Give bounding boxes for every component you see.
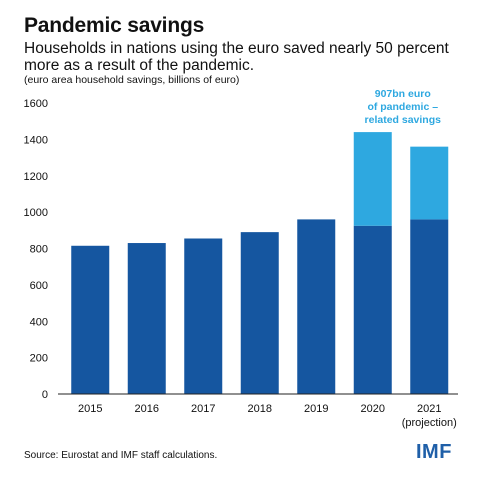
annotation-text: 907bn euro [375, 88, 431, 100]
y-tick-label: 800 [30, 244, 48, 256]
y-tick-label: 1200 [24, 171, 48, 183]
x-tick-label: 2020 [361, 403, 385, 415]
source-note: Source: Eurostat and IMF staff calculati… [24, 450, 218, 461]
x-tick-label: 2016 [135, 403, 159, 415]
imf-logo: IMF [416, 441, 452, 463]
bar-base-savings [71, 245, 110, 394]
x-tick-sublabel: (projection) [402, 417, 457, 429]
bar-pandemic-savings [410, 146, 449, 220]
bar-base-savings [240, 232, 279, 394]
chart-subtitle: Households in nations using the euro sav… [24, 40, 449, 74]
x-tick-label: 2017 [191, 403, 215, 415]
y-tick-label: 400 [30, 316, 48, 328]
x-tick-label: 2019 [304, 403, 328, 415]
y-tick-label: 200 [30, 353, 48, 365]
bar-base-savings [297, 219, 336, 394]
y-tick-label: 600 [30, 280, 48, 292]
bar-base-savings [410, 219, 449, 394]
annotation-text: of pandemic – [367, 101, 438, 113]
y-tick-label: 1000 [24, 207, 48, 219]
x-tick-label: 2018 [248, 403, 272, 415]
chart-title: Pandemic savings [24, 14, 205, 37]
x-tick-label: 2021 [417, 403, 441, 415]
annotation-text: related savings [365, 114, 442, 126]
bar-base-savings [353, 225, 392, 394]
bar-base-savings [127, 243, 166, 394]
units-note: (euro area household savings, billions o… [24, 74, 240, 86]
x-tick-label: 2015 [78, 403, 102, 415]
y-tick-label: 1600 [24, 98, 48, 110]
y-tick-label: 1400 [24, 134, 48, 146]
bar-base-savings [184, 238, 223, 394]
bar-pandemic-savings [353, 132, 392, 226]
y-tick-label: 0 [42, 389, 48, 401]
